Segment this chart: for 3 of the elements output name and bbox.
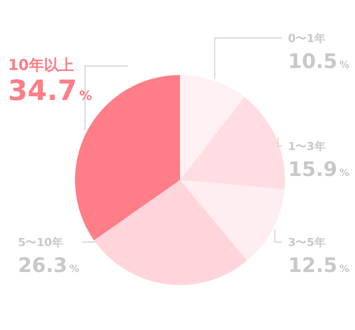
pie-slice: [75, 75, 180, 240]
slice-label: 10年以上: [8, 56, 74, 74]
data-label: 34.7%: [8, 74, 92, 107]
